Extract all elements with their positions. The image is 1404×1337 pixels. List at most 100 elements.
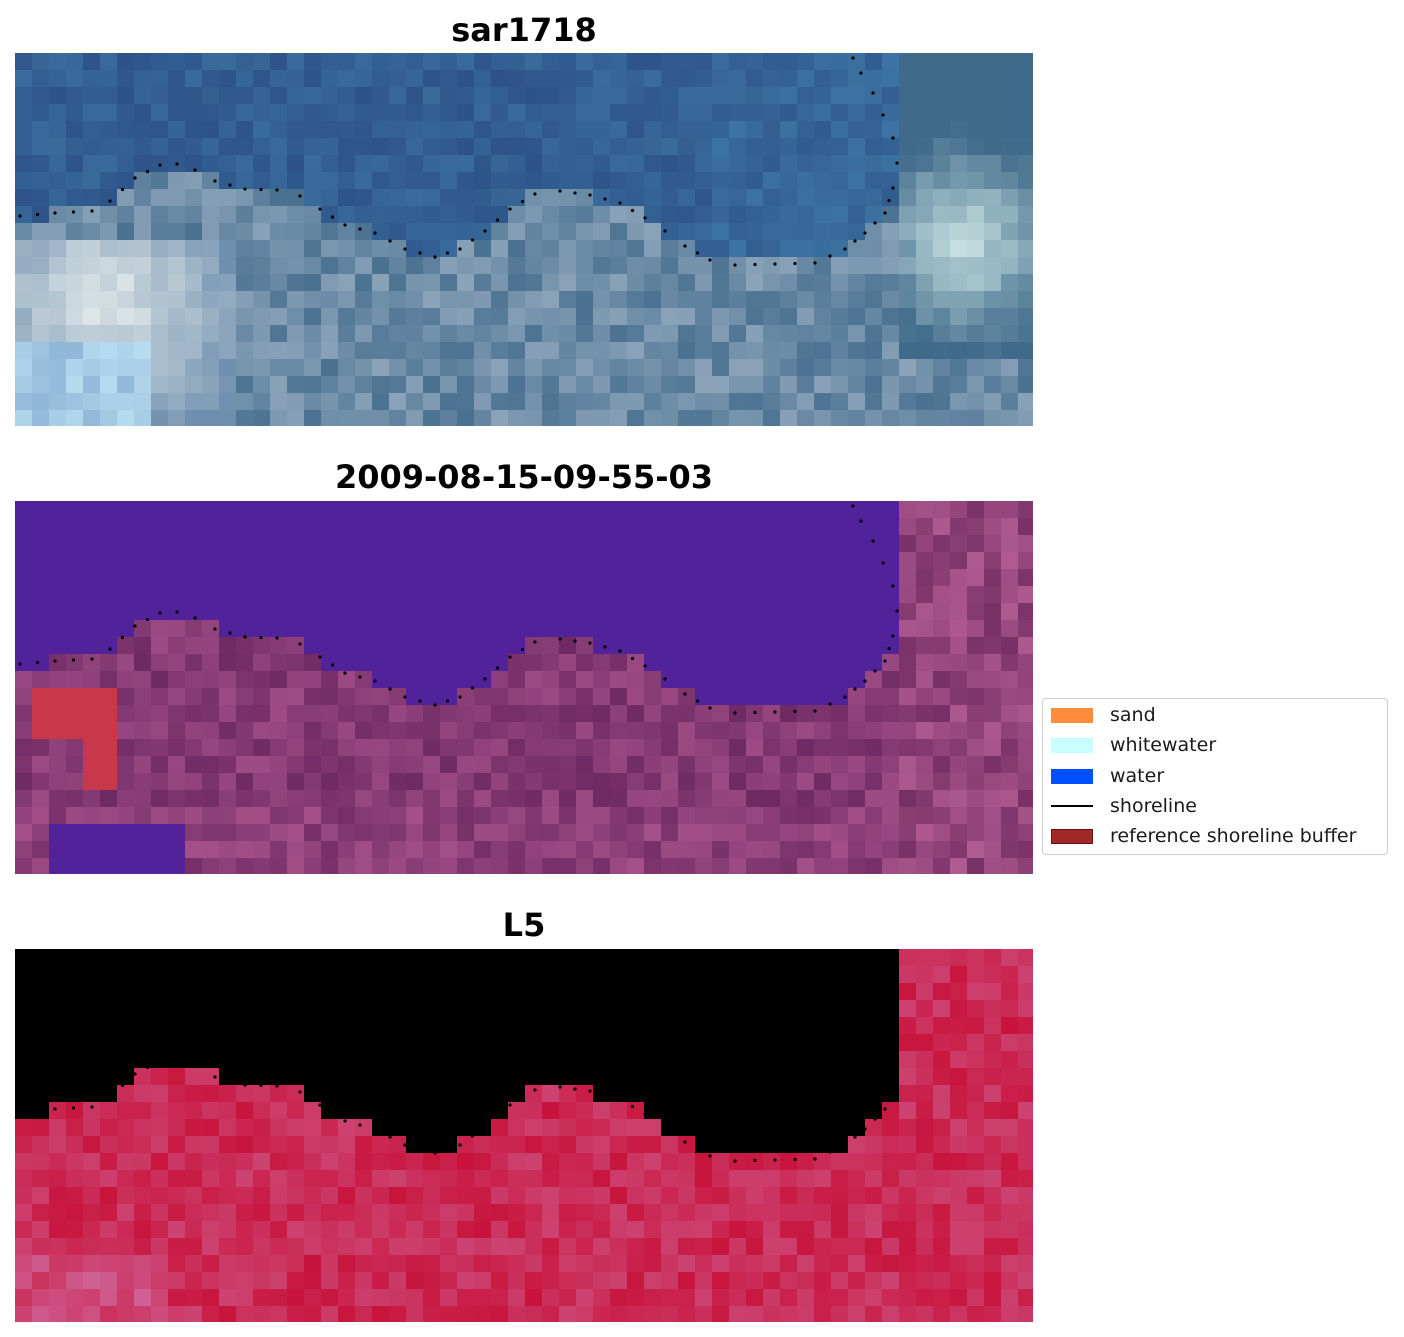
shoreline-point — [508, 207, 512, 211]
shoreline-point — [695, 251, 700, 255]
shoreline-point — [193, 616, 197, 620]
shoreline-point — [873, 1117, 877, 1121]
shoreline-point — [813, 261, 817, 265]
shoreline-point — [388, 1135, 392, 1139]
shoreline-point — [470, 1134, 475, 1138]
shoreline-point — [243, 187, 247, 191]
shoreline-trace — [18, 56, 899, 267]
shoreline-point — [175, 162, 179, 166]
shoreline-point — [588, 193, 592, 197]
shoreline-point — [508, 655, 512, 659]
shoreline-point — [695, 699, 700, 703]
shoreline-point — [298, 642, 302, 646]
shoreline-point — [558, 1085, 562, 1089]
shoreline-point — [108, 1095, 112, 1099]
shoreline-point — [881, 561, 885, 565]
shoreline-point — [708, 706, 712, 710]
shoreline-point — [683, 244, 687, 248]
shoreline-point — [330, 215, 335, 219]
shoreline-point — [508, 1103, 512, 1107]
shoreline-point — [175, 610, 179, 614]
shoreline-point — [753, 262, 757, 267]
shoreline-point — [753, 1158, 757, 1163]
shoreline-point — [228, 631, 232, 635]
shoreline-point — [145, 617, 150, 622]
shoreline-point — [483, 1125, 487, 1129]
shoreline-point — [851, 952, 855, 956]
index-image — [15, 949, 1033, 1322]
shoreline-point — [773, 710, 777, 714]
shoreline-point — [418, 251, 422, 255]
shoreline-point — [458, 1143, 462, 1147]
shoreline-point — [403, 695, 407, 699]
shoreline-point — [603, 1093, 607, 1097]
shoreline-point — [843, 695, 847, 699]
shoreline-point — [813, 1157, 817, 1161]
water-swatch — [1051, 768, 1093, 784]
shoreline-point — [35, 212, 40, 217]
shoreline-point — [243, 635, 247, 639]
shoreline-point — [158, 1059, 162, 1063]
shoreline-point — [520, 199, 525, 204]
shoreline-point — [853, 239, 857, 243]
shoreline-point — [588, 641, 592, 645]
shoreline-trace — [18, 504, 899, 715]
shoreline-point — [133, 624, 137, 628]
shoreline-point — [358, 227, 362, 231]
shoreline-point — [495, 218, 500, 222]
shoreline-point — [871, 539, 875, 543]
shoreline-point — [108, 199, 112, 203]
shoreline-point — [213, 1075, 217, 1079]
shoreline-point — [873, 669, 877, 673]
shoreline-point — [470, 686, 475, 690]
shoreline-point — [470, 238, 475, 242]
shoreline-point — [433, 1151, 437, 1155]
shoreline-point — [358, 675, 362, 679]
shoreline-point — [318, 655, 322, 659]
legend-item-reference-buffer: reference shoreline buffer — [1051, 825, 1356, 847]
shoreline-point — [445, 251, 450, 255]
shoreline-point — [891, 186, 895, 190]
shoreline-point — [133, 1072, 137, 1076]
shoreline-point — [683, 692, 687, 696]
shoreline-point — [343, 671, 347, 675]
shoreline-point — [733, 263, 737, 267]
shoreline-point — [298, 1090, 302, 1094]
shoreline-point — [520, 1095, 525, 1100]
shoreline-point — [643, 664, 647, 668]
shoreline-point — [895, 161, 899, 165]
shoreline-point — [318, 1103, 322, 1107]
legend-label-reference-buffer: reference shoreline buffer — [1110, 825, 1357, 847]
shoreline-point — [643, 216, 647, 220]
shoreline-point — [871, 91, 875, 95]
legend-label-shoreline: shoreline — [1110, 795, 1197, 817]
shoreline-point — [71, 210, 76, 214]
shoreline-point — [458, 247, 462, 251]
shoreline-point — [259, 1083, 263, 1088]
shoreline-point — [193, 168, 197, 172]
reference-buffer-swatch — [1051, 828, 1093, 844]
shoreline-trace — [18, 952, 899, 1163]
shoreline-point — [895, 1057, 899, 1061]
shoreline-point — [298, 194, 302, 198]
sand-swatch — [1051, 707, 1093, 723]
shoreline-point — [891, 634, 895, 638]
shoreline-point — [753, 710, 757, 715]
shoreline-point — [495, 666, 500, 670]
shoreline-point — [259, 635, 263, 640]
shoreline-point — [733, 711, 737, 715]
shoreline-point — [358, 1123, 362, 1127]
shoreline-point — [403, 1143, 407, 1147]
legend-item-sand: sand — [1051, 704, 1156, 726]
legend-label-water: water — [1110, 765, 1165, 787]
shoreline-point — [558, 637, 562, 641]
shoreline-point — [330, 663, 335, 667]
shoreline-point — [793, 261, 797, 266]
shoreline-point — [887, 198, 891, 203]
shoreline-point — [90, 1105, 94, 1109]
shoreline-point — [193, 1064, 197, 1068]
shoreline-point — [573, 1087, 577, 1091]
shoreline-point — [558, 189, 562, 193]
shoreline-point — [213, 179, 217, 183]
shoreline-point — [71, 1106, 76, 1110]
